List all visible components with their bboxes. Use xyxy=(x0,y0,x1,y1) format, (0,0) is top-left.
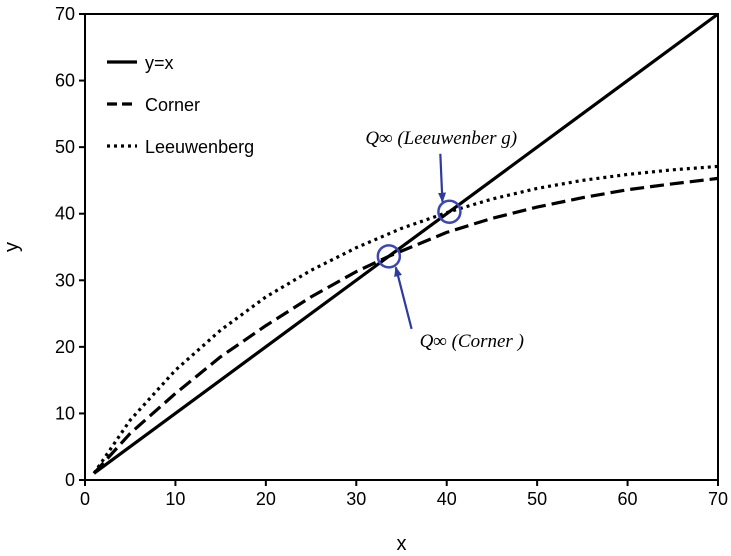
x-axis-label: x xyxy=(397,533,407,555)
y-tick-label: 30 xyxy=(55,270,75,290)
annotation-circle xyxy=(437,199,462,224)
x-tick-label: 40 xyxy=(437,489,457,509)
series-lines xyxy=(92,12,719,475)
annotation-arrow xyxy=(394,266,413,330)
x-tick-label: 0 xyxy=(80,489,90,509)
y-tick-label: 10 xyxy=(55,403,75,423)
annotation-label: Q∞ (Corner ) xyxy=(420,331,524,352)
legend-label: Corner xyxy=(145,95,200,115)
series-line-corner xyxy=(92,176,719,475)
axes: 0 10 20 30 40 50 60 70 0 10 20 30 40 50 60 70 xyxy=(55,4,728,509)
annotation-arrow xyxy=(438,153,447,203)
legend-label: y=x xyxy=(145,53,174,73)
x-tick-label: 20 xyxy=(256,489,276,509)
x-tick-label: 60 xyxy=(618,489,638,509)
x-tick-label: 10 xyxy=(165,489,185,509)
y-tick-label: 60 xyxy=(55,71,75,91)
x-tick-label: 70 xyxy=(708,489,728,509)
series-line-leeuwenberg xyxy=(92,164,719,475)
y-axis-label: y xyxy=(1,242,23,252)
y-tick-label: 70 xyxy=(55,4,75,24)
annotation-circle xyxy=(376,244,402,269)
annotation-label: Q∞ (Leeuwenber g) xyxy=(365,128,517,149)
x-tick-label: 30 xyxy=(346,489,366,509)
y-tick-label: 20 xyxy=(55,337,75,357)
x-tick-label: 50 xyxy=(527,489,547,509)
annotations: Q∞ (Leeuwenber g) Q∞ (Corner ) xyxy=(365,128,524,352)
legend-label: Leeuwenberg xyxy=(145,137,254,157)
series-line-y-x xyxy=(93,12,719,475)
y-tick-label: 0 xyxy=(65,470,75,490)
plot-frame xyxy=(84,13,719,481)
legend: y=x Corner Leeuwenberg xyxy=(107,53,254,157)
y-tick-label: 40 xyxy=(55,204,75,224)
y-tick-label: 50 xyxy=(55,137,75,157)
